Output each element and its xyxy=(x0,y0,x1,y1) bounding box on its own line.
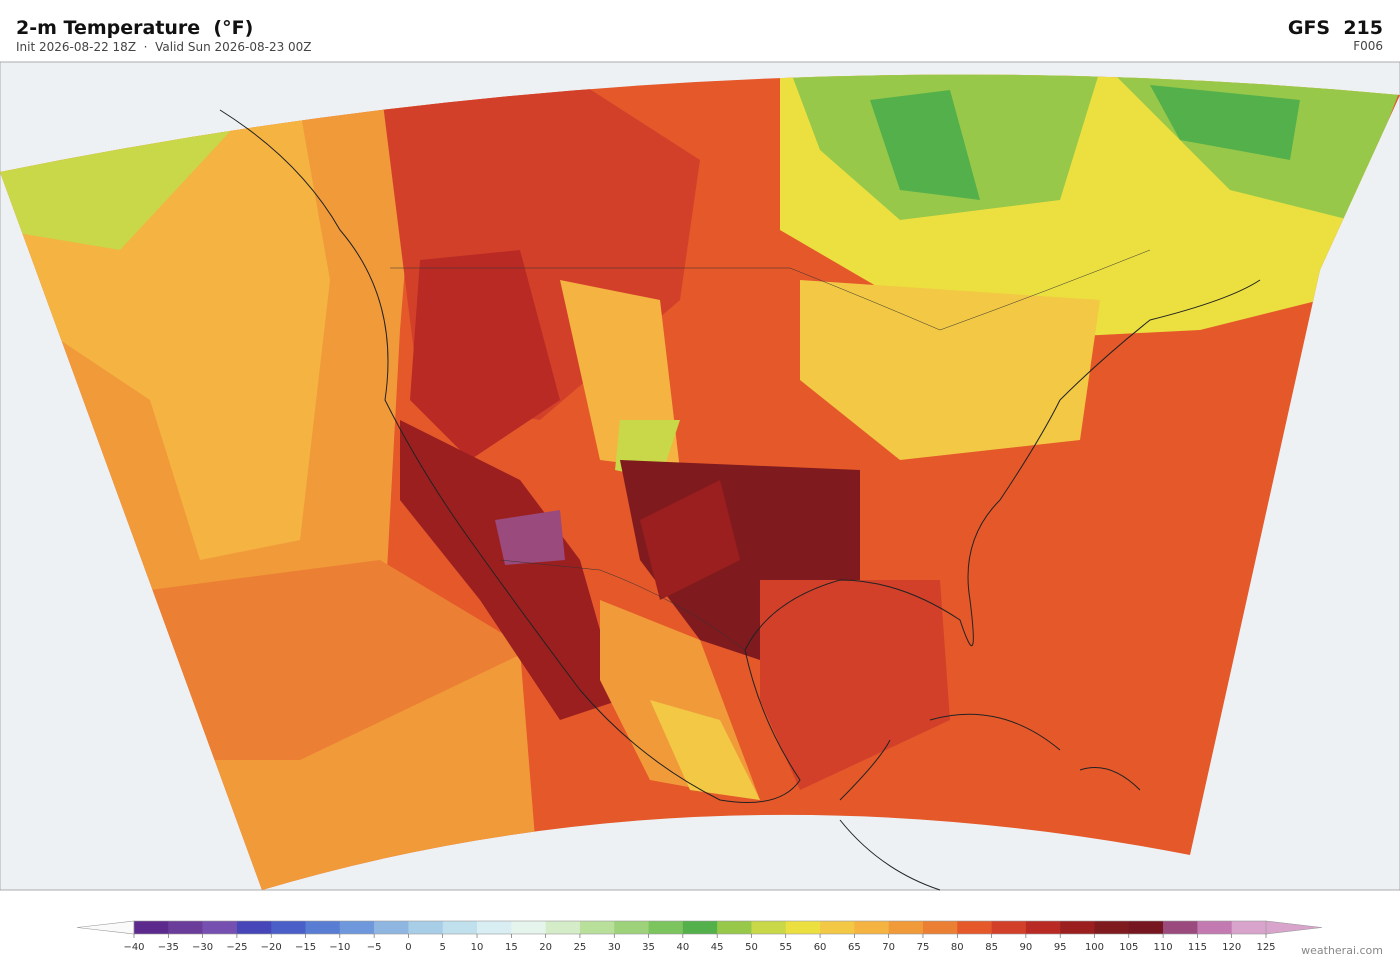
credit: weatherai.com xyxy=(1301,944,1383,957)
colorbar-frame xyxy=(133,920,1267,935)
colorbar-tick-label: −35 xyxy=(158,942,179,953)
colorbar-tick-label: 35 xyxy=(642,942,655,953)
borders xyxy=(390,249,1151,651)
colorbar-bin xyxy=(511,921,546,934)
colorbar-extend-high xyxy=(1265,920,1323,935)
colorbar-bin xyxy=(888,921,924,934)
colorbar-tick-label: 75 xyxy=(917,942,930,953)
colorbar-tick-label: 5 xyxy=(440,942,446,953)
colorbar-tick-label: 90 xyxy=(1020,942,1033,953)
temperature-field xyxy=(0,74,1400,891)
colorbar-bin xyxy=(751,921,787,934)
colorbar-tick-label: −40 xyxy=(123,942,144,953)
colorbar-tick-label: −20 xyxy=(261,942,282,953)
coastlines xyxy=(219,109,1261,891)
colorbar-bin xyxy=(1197,921,1232,934)
colorbar-bin xyxy=(134,921,169,934)
colorbar-bin xyxy=(339,921,375,934)
colorbar-tick-label: 45 xyxy=(711,942,724,953)
colorbar-bin xyxy=(202,921,238,934)
colorbar-bin xyxy=(1163,921,1198,934)
colorbar-bin xyxy=(442,921,478,934)
colorbar-tick-label: 40 xyxy=(676,942,689,953)
colorbar-tick-label: 125 xyxy=(1256,942,1275,953)
colorbar-tick-label: 100 xyxy=(1085,942,1104,953)
colorbar-tick-label: −30 xyxy=(192,942,213,953)
colorbar-tick-label: 120 xyxy=(1222,942,1241,953)
colorbar-tick-label: 80 xyxy=(951,942,964,953)
colorbar-bin xyxy=(648,921,684,934)
colorbar-extend-low xyxy=(76,920,135,935)
colorbar-bin xyxy=(1231,921,1267,934)
colorbar-tick-label: −25 xyxy=(226,942,247,953)
subtitle: Init 2026-08-22 18Z · Valid Sun 2026-08-… xyxy=(16,40,312,54)
colorbar-tick-label: 105 xyxy=(1119,942,1138,953)
colorbar-tick-label: 95 xyxy=(1054,942,1067,953)
colorbar-bin xyxy=(374,921,409,934)
colorbar-bin xyxy=(957,921,992,934)
map-panel xyxy=(0,61,1400,891)
colorbar-tick-label: 20 xyxy=(539,942,552,953)
colorbar-tick-label: 10 xyxy=(471,942,484,953)
colorbar-bin xyxy=(236,921,272,934)
colorbar: −40 −35 −30 −25 −20 −15 −10 −5 0 5 10 15 20 25 30 35 40 4… xyxy=(76,920,1323,953)
colorbar-bin xyxy=(854,921,889,934)
colorbar-tick-label: 85 xyxy=(985,942,998,953)
colorbar-tick-label: 25 xyxy=(574,942,587,953)
colorbar-bin xyxy=(1128,921,1164,934)
colorbar-bin xyxy=(271,921,306,934)
colorbar-tick-label: 50 xyxy=(745,942,758,953)
colorbar-tick-label: 110 xyxy=(1154,942,1173,953)
colorbar-bin xyxy=(717,921,752,934)
colorbar-bin xyxy=(1060,921,1095,934)
colorbar-bin xyxy=(1025,921,1061,934)
forecast-hour: F006 xyxy=(1353,39,1383,53)
title: 2-m Temperature (°F) xyxy=(16,17,253,39)
colorbar-tick-label: −15 xyxy=(295,942,316,953)
colorbar-bin xyxy=(408,921,444,934)
colorbar-tick-label: 0 xyxy=(405,942,411,953)
colorbar-bin xyxy=(820,921,855,934)
colorbar-tick-label: 55 xyxy=(779,942,792,953)
colorbar-bin xyxy=(785,921,821,934)
colorbar-tick-label: 60 xyxy=(814,942,827,953)
colorbar-bin xyxy=(477,921,512,934)
colorbar-bin xyxy=(922,921,958,934)
colorbar-tick-label: 70 xyxy=(882,942,895,953)
colorbar-tick-label: −5 xyxy=(367,942,382,953)
colorbar-tick-label: 15 xyxy=(505,942,518,953)
colorbar-tick-label: −10 xyxy=(329,942,350,953)
model-label: GFS 215 xyxy=(1288,17,1383,39)
colorbar-tick-label: 115 xyxy=(1188,942,1207,953)
colorbar-bin xyxy=(168,921,203,934)
colorbar-bin xyxy=(682,921,718,934)
colorbar-bin xyxy=(579,921,615,934)
colorbar-tick-label: 30 xyxy=(608,942,621,953)
colorbar-bin xyxy=(305,921,341,934)
colorbar-bin xyxy=(991,921,1027,934)
colorbar-bin xyxy=(614,921,649,934)
colorbar-tick-label: 65 xyxy=(848,942,861,953)
colorbar-bin xyxy=(545,921,581,934)
colorbar-bin xyxy=(1094,921,1130,934)
